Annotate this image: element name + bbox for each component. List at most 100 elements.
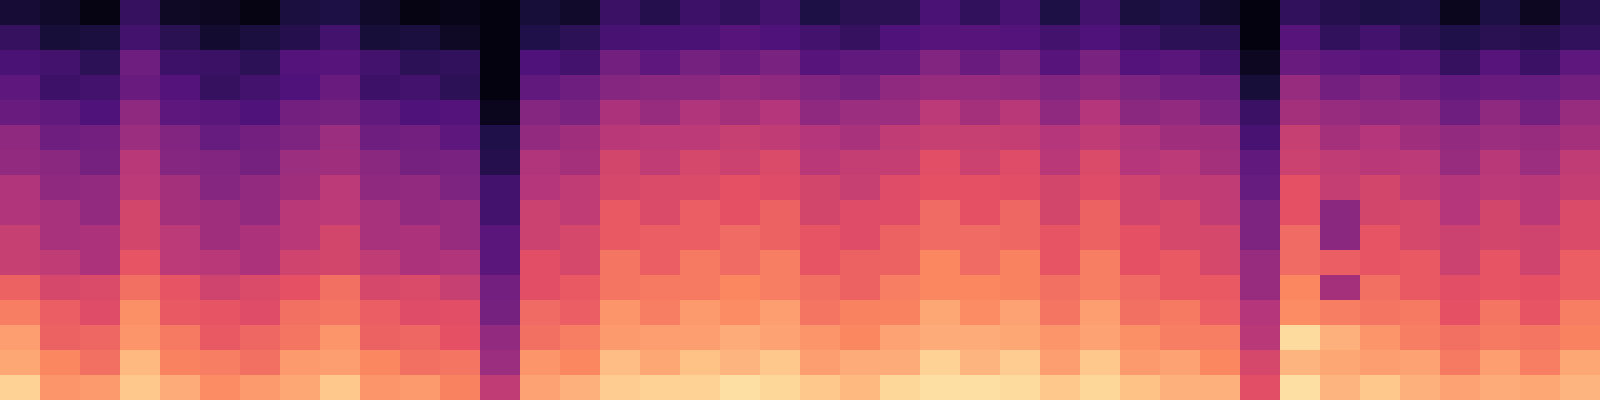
heat-cell: [1400, 300, 1441, 326]
heat-cell: [160, 75, 201, 101]
heat-cell: [1520, 300, 1561, 326]
heat-cell: [1240, 100, 1281, 126]
heat-cell: [840, 100, 881, 126]
heat-cell: [280, 350, 321, 376]
heat-cell: [600, 350, 641, 376]
heat-cell: [560, 0, 601, 26]
heat-cell: [840, 250, 881, 276]
heat-cell: [1520, 75, 1561, 101]
heat-cell: [1520, 175, 1561, 201]
heat-cell: [120, 350, 161, 376]
heat-cell: [240, 350, 281, 376]
heat-cell: [480, 75, 521, 101]
heat-cell: [1520, 150, 1561, 176]
heat-cell: [480, 200, 521, 226]
heat-cell: [80, 375, 121, 400]
heat-cell: [120, 150, 161, 176]
heat-cell: [400, 50, 441, 76]
heat-cell: [1280, 150, 1321, 176]
heat-cell: [1000, 200, 1041, 226]
heat-cell: [600, 225, 641, 251]
heat-cell: [1240, 275, 1281, 301]
heat-cell: [720, 350, 761, 376]
heat-cell: [640, 375, 681, 400]
heat-cell: [1560, 150, 1600, 176]
heat-cell: [120, 250, 161, 276]
heat-cell: [440, 375, 481, 400]
heat-cell: [600, 325, 641, 351]
heat-cell: [80, 50, 121, 76]
heat-cell: [320, 125, 361, 151]
heat-cell: [1280, 325, 1321, 351]
heat-cell: [600, 275, 641, 301]
heat-cell: [880, 175, 921, 201]
heat-cell: [880, 225, 921, 251]
heat-cell: [1160, 150, 1201, 176]
heat-cell: [280, 125, 321, 151]
heat-cell: [1560, 0, 1600, 26]
heat-cell: [440, 0, 481, 26]
heat-cell: [80, 325, 121, 351]
heat-cell: [760, 350, 801, 376]
heat-cell: [80, 150, 121, 176]
heat-cell: [1120, 0, 1161, 26]
heat-cell: [1080, 375, 1121, 400]
heat-cell: [200, 300, 241, 326]
heat-cell: [1280, 125, 1321, 151]
heat-cell: [840, 325, 881, 351]
heat-cell: [1000, 75, 1041, 101]
heat-cell: [720, 125, 761, 151]
heat-cell: [1200, 125, 1241, 151]
heat-cell: [120, 0, 161, 26]
heat-cell: [520, 350, 561, 376]
heat-cell: [0, 125, 41, 151]
heat-cell: [0, 250, 41, 276]
heat-cell: [600, 125, 641, 151]
heat-cell: [40, 375, 81, 400]
heat-cell: [640, 300, 681, 326]
heat-cell: [200, 125, 241, 151]
heat-cell: [920, 275, 961, 301]
heat-cell: [240, 175, 281, 201]
heat-cell: [240, 100, 281, 126]
heat-cell: [360, 275, 401, 301]
heat-cell: [40, 275, 81, 301]
heat-cell: [1320, 75, 1361, 101]
heat-cell: [600, 50, 641, 76]
heat-cell: [240, 150, 281, 176]
heat-cell: [1200, 25, 1241, 51]
heat-cell: [800, 75, 841, 101]
heat-cell: [960, 125, 1001, 151]
heat-cell: [880, 250, 921, 276]
heat-cell: [1360, 375, 1401, 400]
heat-cell: [520, 325, 561, 351]
heat-cell: [240, 25, 281, 51]
heat-cell: [1240, 0, 1281, 26]
heat-cell: [1120, 225, 1161, 251]
heat-cell: [1400, 225, 1441, 251]
heat-cell: [400, 175, 441, 201]
heat-cell: [840, 0, 881, 26]
heat-cell: [1560, 175, 1600, 201]
heat-cell: [440, 300, 481, 326]
heat-cell: [560, 150, 601, 176]
heat-cell: [40, 25, 81, 51]
heat-cell: [1560, 375, 1600, 400]
heat-cell: [360, 225, 401, 251]
heat-cell: [400, 200, 441, 226]
heat-cell: [520, 25, 561, 51]
heat-cell: [0, 100, 41, 126]
heat-cell: [1480, 200, 1521, 226]
heat-cell: [120, 200, 161, 226]
heat-cell: [440, 50, 481, 76]
heat-cell: [680, 225, 721, 251]
heat-cell: [1320, 50, 1361, 76]
heat-cell: [1240, 375, 1281, 400]
heat-cell: [1360, 175, 1401, 201]
heat-cell: [440, 175, 481, 201]
heat-cell: [1000, 150, 1041, 176]
heat-cell: [400, 350, 441, 376]
heat-cell: [120, 300, 161, 326]
heat-cell: [1400, 0, 1441, 26]
heat-cell: [1200, 375, 1241, 400]
